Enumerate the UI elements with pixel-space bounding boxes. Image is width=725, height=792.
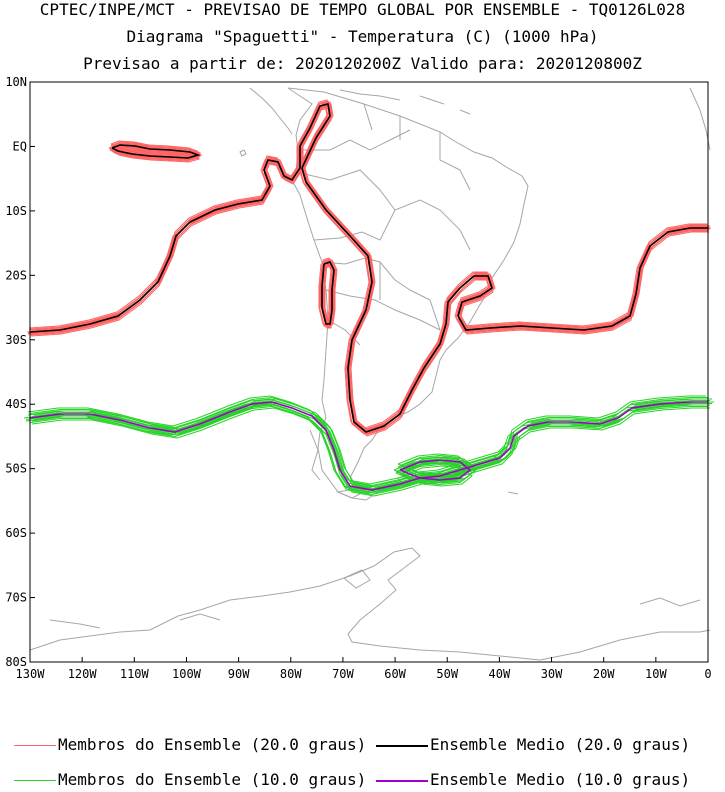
- legend-swatch-member20: [14, 745, 56, 746]
- ensemble-member-20-line: [113, 142, 202, 157]
- ensemble-member-20-line: [112, 148, 201, 163]
- ensemble-member-20-line: [110, 140, 199, 155]
- ensemble-mean-10-line: [399, 459, 472, 481]
- lat-tick-label: 30S: [5, 333, 27, 347]
- ensemble-member-10-line: [401, 465, 473, 487]
- lat-tick-label: 70S: [5, 591, 27, 605]
- lat-tick-label: 20S: [5, 268, 27, 282]
- lat-tick-label: 50S: [5, 462, 27, 476]
- ensemble-member-20-line: [30, 107, 709, 437]
- lat-tick-label: EQ: [13, 139, 27, 153]
- legend-label-member10: Membros do Ensemble (10.0 graus): [58, 770, 367, 789]
- lon-tick-label: 90W: [228, 667, 250, 681]
- ensemble-member-10-line: [403, 456, 475, 478]
- ensemble-member-10-line: [33, 398, 712, 488]
- lon-tick-label: 100W: [172, 667, 202, 681]
- legend-swatch-member10: [14, 780, 56, 781]
- lat-tick-label: 10S: [5, 204, 27, 218]
- legend-swatch-mean20: [376, 745, 428, 747]
- ensemble-member-10-line: [397, 453, 469, 475]
- chart-title-line2: Diagrama "Spaguetti" - Temperatura (C) (…: [126, 27, 599, 46]
- ensemble-member-10-line: [27, 398, 706, 488]
- lon-tick-label: 10W: [645, 667, 667, 681]
- ensemble-member-10-line: [31, 407, 710, 497]
- lon-tick-label: 50W: [436, 667, 458, 681]
- ensemble-member-20-line: [28, 99, 707, 429]
- chart-title-line1: CPTEC/INPE/MCT - PREVISAO DE TEMPO GLOBA…: [39, 0, 686, 19]
- ensemble-mean-20-line: [321, 261, 335, 325]
- lon-tick-label: 30W: [541, 667, 563, 681]
- ensemble-member-20-line: [111, 147, 200, 162]
- ensemble-members-10-contours: [23, 395, 714, 497]
- lon-tick-label: 80W: [280, 667, 302, 681]
- ensemble-mean-20-line: [29, 103, 708, 433]
- lat-tick-label: 40S: [5, 397, 27, 411]
- lon-tick-label: 70W: [332, 667, 354, 681]
- legend-label-mean20: Ensemble Medio (20.0 graus): [430, 735, 691, 754]
- ensemble-mean-20-contour: [29, 103, 708, 433]
- ensemble-member-20-line: [318, 261, 332, 325]
- lat-tick-label: 60S: [5, 526, 27, 540]
- ensemble-member-20-line: [27, 105, 706, 435]
- ensemble-member-20-line: [324, 261, 338, 325]
- ensemble-mean-10-line: [29, 401, 708, 491]
- ensemble-member-10-line: [29, 405, 708, 496]
- ensemble-member-20-line: [31, 101, 710, 431]
- lat-tick-label: 10N: [5, 75, 27, 89]
- coastlines: [29, 87, 711, 661]
- map-frame: [29, 81, 709, 663]
- ensemble-member-10-line: [29, 396, 708, 487]
- lon-tick-label: 110W: [120, 667, 150, 681]
- legend-swatch-mean10: [376, 780, 428, 782]
- legend-label-mean10: Ensemble Medio (10.0 graus): [430, 770, 691, 789]
- lon-tick-label: 40W: [489, 667, 511, 681]
- ensemble-member-10-line: [23, 401, 702, 491]
- legend-label-member20: Membros do Ensemble (20.0 graus): [58, 735, 367, 754]
- chart-title-line3: Previsao a partir de: 2020120200Z Valido…: [83, 54, 642, 73]
- lon-tick-label: 60W: [384, 667, 406, 681]
- ensemble-member-10-line: [31, 399, 710, 490]
- ensemble-member-10-line: [27, 395, 706, 485]
- ensemble-members-20-contours: [26, 99, 711, 437]
- ensemble-member-20-line: [320, 257, 334, 321]
- lon-tick-label: 120W: [68, 667, 98, 681]
- lon-tick-label: 20W: [593, 667, 615, 681]
- ensemble-mean-10-contour: [29, 401, 708, 491]
- ensemble-mean-20-line: [111, 144, 201, 159]
- lat-tick-label: 80S: [5, 655, 27, 669]
- lon-tick-label: 0: [704, 667, 711, 681]
- lon-tick-label: 130W: [16, 667, 46, 681]
